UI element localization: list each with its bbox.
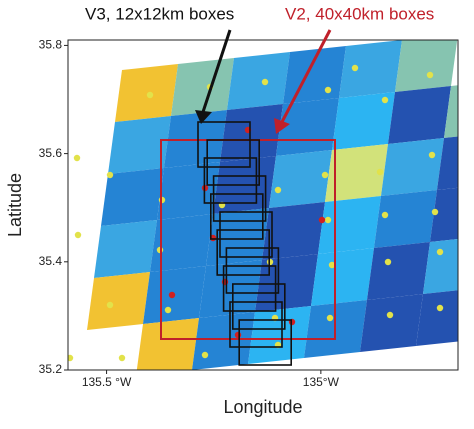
v3-box <box>219 211 273 258</box>
tile <box>388 86 451 144</box>
point <box>376 168 384 176</box>
y-tick-label: 35.8 <box>39 38 63 52</box>
point <box>261 78 269 86</box>
v3-boxes <box>197 121 292 366</box>
v3-box <box>229 301 283 348</box>
tile <box>108 116 171 174</box>
v3-box <box>203 157 258 204</box>
v3-box <box>216 229 270 276</box>
tile <box>276 98 339 156</box>
point <box>106 301 114 309</box>
point <box>381 211 389 219</box>
point <box>381 96 389 104</box>
point <box>201 351 209 359</box>
v3-box <box>238 319 292 366</box>
v3-box <box>225 247 280 294</box>
point <box>266 258 274 266</box>
v3-arrowhead <box>195 110 212 124</box>
point <box>426 71 434 79</box>
tile <box>255 254 318 312</box>
tile <box>171 58 234 116</box>
point <box>436 304 444 312</box>
y-tick-label: 35.6 <box>39 146 63 160</box>
v3-annotation: V3, 12x12km boxes <box>85 4 234 23</box>
tile <box>430 187 458 242</box>
point <box>68 354 74 362</box>
point <box>118 354 126 362</box>
tile <box>367 242 430 300</box>
tile <box>262 202 325 260</box>
point <box>106 171 114 179</box>
tile <box>416 290 458 346</box>
v3-box <box>197 121 251 168</box>
v3-box <box>206 139 260 186</box>
v3-box <box>212 175 267 222</box>
point <box>436 248 444 256</box>
point <box>328 261 336 269</box>
tile <box>248 306 311 364</box>
point <box>146 91 154 99</box>
v3-box <box>222 265 277 312</box>
tile <box>136 318 199 370</box>
point <box>74 231 82 239</box>
v2-arrow <box>280 29 332 123</box>
v2-arrowhead <box>274 118 290 134</box>
tile <box>374 190 437 248</box>
tile <box>150 214 213 272</box>
tile-grid <box>87 40 458 370</box>
point <box>326 314 334 322</box>
tile <box>423 239 458 294</box>
v2-annotation: V2, 40x40km boxes <box>285 4 434 23</box>
point <box>234 331 242 339</box>
point <box>221 278 229 286</box>
v3-arrow <box>201 29 232 113</box>
v3-box <box>210 193 264 240</box>
tile <box>87 272 150 330</box>
tile <box>444 85 458 138</box>
plot-frame <box>67 39 459 371</box>
tile <box>220 104 283 162</box>
point <box>428 151 436 159</box>
point <box>321 171 329 179</box>
tile <box>332 92 395 150</box>
tile <box>311 248 374 306</box>
point <box>164 306 172 314</box>
tile <box>94 220 157 278</box>
point <box>324 86 332 94</box>
tile <box>101 168 164 226</box>
point <box>431 208 439 216</box>
tile <box>325 144 388 202</box>
x-tick-label: 135.5 °W <box>82 375 132 389</box>
tile <box>283 46 346 104</box>
y-axis-label: Latitude <box>5 173 25 237</box>
tile <box>395 40 458 92</box>
y-tick-label: 35.2 <box>39 362 63 376</box>
point <box>318 216 326 224</box>
v3-box <box>232 283 286 330</box>
tile <box>437 136 458 190</box>
point <box>73 154 81 162</box>
tile <box>381 138 444 196</box>
tile <box>227 52 290 110</box>
point <box>168 291 176 299</box>
point <box>274 186 282 194</box>
tile <box>269 150 332 208</box>
x-axis-label: Longitude <box>223 397 302 417</box>
tile <box>360 294 423 352</box>
point <box>324 216 332 224</box>
points <box>68 64 444 362</box>
x-tick-label: 135°W <box>303 375 340 389</box>
tile <box>318 196 381 254</box>
tile <box>206 208 269 266</box>
point <box>351 64 359 72</box>
point <box>384 258 392 266</box>
point <box>386 311 394 319</box>
tile <box>339 40 402 98</box>
tile <box>115 64 178 122</box>
y-tick-label: 35.4 <box>39 254 63 268</box>
